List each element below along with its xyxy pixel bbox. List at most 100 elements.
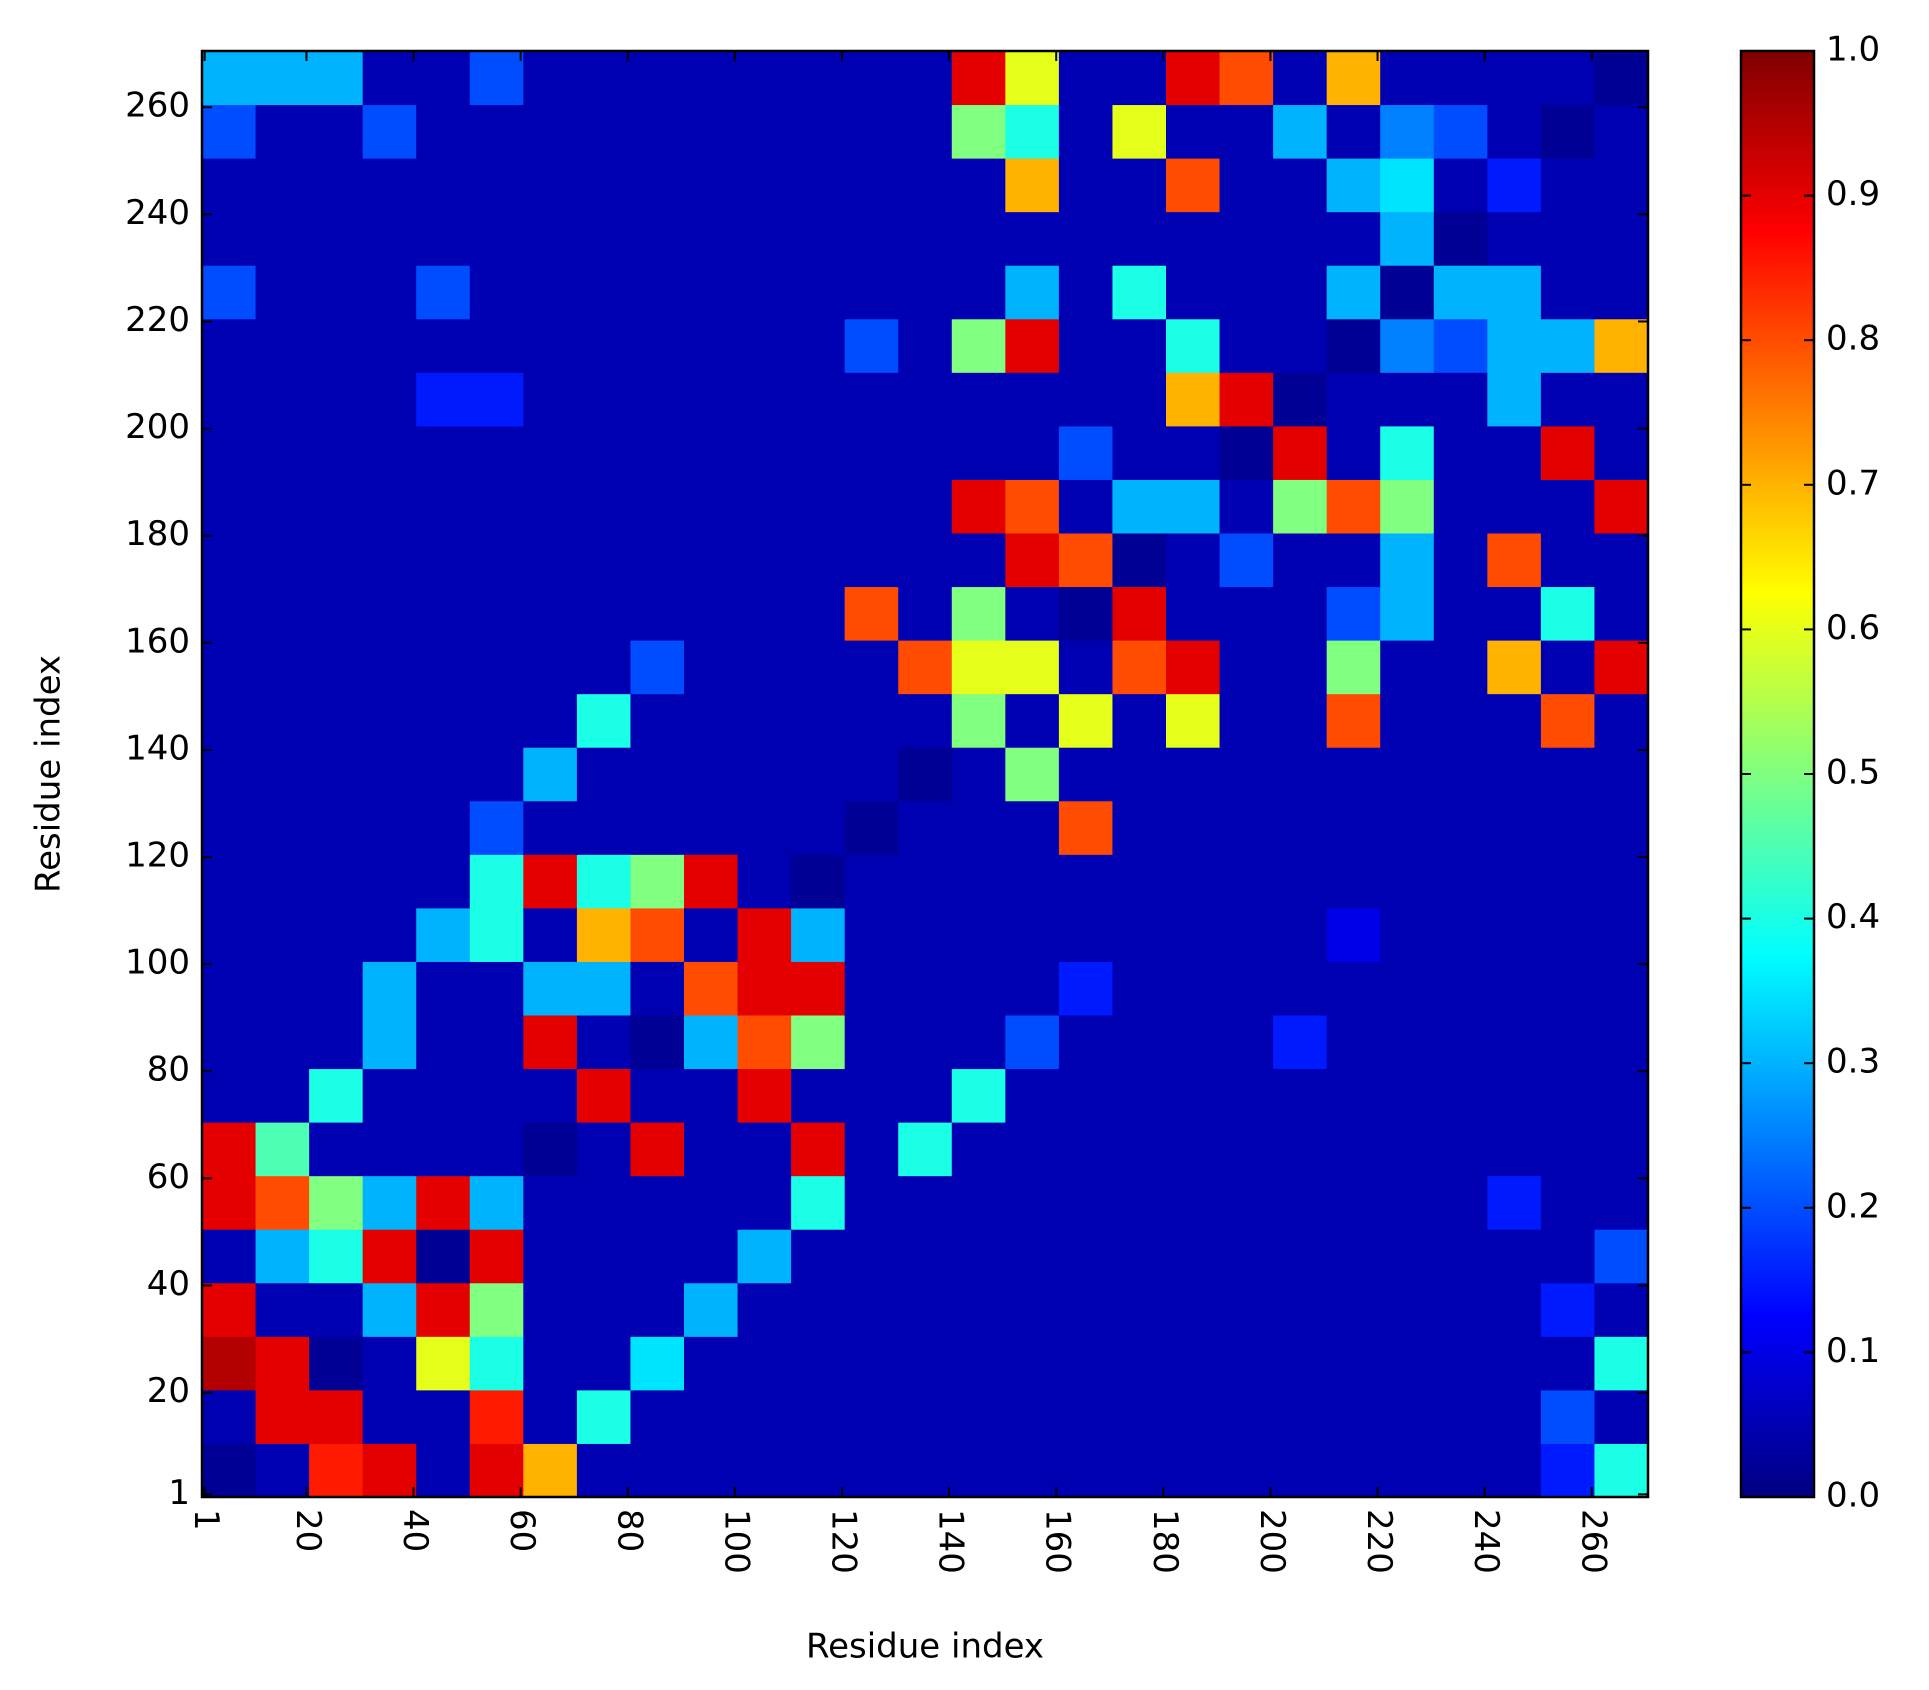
heatmap-cell [1487, 640, 1542, 695]
heatmap-cell [630, 158, 685, 213]
heatmap-cell [1112, 1175, 1167, 1230]
heatmap-cell [523, 640, 578, 695]
heatmap-cell [416, 586, 471, 641]
heatmap-cell [255, 907, 310, 962]
heatmap-cell [898, 586, 953, 641]
heatmap-cell [1487, 693, 1542, 748]
heatmap-cell [255, 1282, 310, 1337]
heatmap-cell [1380, 747, 1435, 802]
heatmap-cell [523, 1389, 578, 1444]
heatmap-cell [576, 747, 631, 802]
heatmap-cell [630, 1229, 685, 1284]
heatmap-cell [844, 586, 899, 641]
heatmap-cell [898, 1389, 953, 1444]
y-tick-label: 220 [125, 300, 190, 340]
heatmap-cell [1058, 318, 1113, 373]
heatmap-cell [898, 158, 953, 213]
heatmap-cell [576, 586, 631, 641]
heatmap-cell [898, 211, 953, 266]
heatmap-cell [1219, 51, 1274, 106]
heatmap-cell [1326, 51, 1381, 106]
heatmap-cell [309, 1229, 364, 1284]
x-tick-label: 120 [823, 1509, 863, 1574]
x-tick-label: 60 [502, 1509, 542, 1552]
heatmap-cell [1005, 640, 1060, 695]
heatmap-cell [684, 800, 739, 855]
heatmap-cells [202, 51, 1649, 1498]
heatmap-cell [737, 854, 792, 909]
heatmap-cell [1380, 693, 1435, 748]
heatmap-cell [1594, 1229, 1649, 1284]
heatmap-cell [255, 372, 310, 427]
heatmap-cell [630, 747, 685, 802]
heatmap-cell [576, 158, 631, 213]
heatmap-cell [630, 1282, 685, 1337]
heatmap-cell [1166, 1336, 1221, 1391]
heatmap-cell [523, 800, 578, 855]
colorbar-tick-label: 0.8 [1826, 319, 1880, 359]
heatmap-cell [684, 533, 739, 588]
heatmap-cell [737, 1122, 792, 1177]
heatmap-cell [684, 693, 739, 748]
heatmap-cell [951, 51, 1006, 106]
heatmap-cell [362, 1443, 417, 1498]
heatmap-cell [1540, 1068, 1595, 1123]
heatmap-cell [1112, 907, 1167, 962]
x-tick-label: 40 [395, 1509, 435, 1552]
heatmap-cell [362, 1282, 417, 1337]
y-tick-label: 180 [125, 514, 190, 554]
heatmap-cell [951, 1015, 1006, 1070]
heatmap-cell [844, 693, 899, 748]
heatmap-cell [1273, 1175, 1328, 1230]
heatmap-cell [309, 1443, 364, 1498]
heatmap-cell [1112, 1068, 1167, 1123]
heatmap-cell [416, 318, 471, 373]
heatmap-cell [737, 1229, 792, 1284]
heatmap-cell [951, 907, 1006, 962]
heatmap-cell [1058, 51, 1113, 106]
heatmap-cell [309, 747, 364, 802]
heatmap-cell [898, 1015, 953, 1070]
heatmap-cell [1219, 907, 1274, 962]
heatmap-cell [1273, 1389, 1328, 1444]
heatmap-cell [791, 533, 846, 588]
heatmap-cell [1380, 1336, 1435, 1391]
heatmap-cell [416, 265, 471, 320]
heatmap-cell [951, 479, 1006, 534]
heatmap-cell [898, 104, 953, 159]
heatmap-cell [255, 1389, 310, 1444]
heatmap-cell [630, 586, 685, 641]
heatmap-cell [255, 1068, 310, 1123]
heatmap-cell [737, 211, 792, 266]
heatmap-cell [1112, 425, 1167, 480]
heatmap-cell [1326, 854, 1381, 909]
heatmap-cell [309, 1336, 364, 1391]
heatmap-cell [1219, 800, 1274, 855]
heatmap-cell [1273, 1122, 1328, 1177]
heatmap-cell [1487, 800, 1542, 855]
heatmap-cell [684, 1229, 739, 1284]
heatmap-cell [1112, 104, 1167, 159]
heatmap-cell [523, 158, 578, 213]
heatmap-cell [844, 907, 899, 962]
heatmap-cell [523, 533, 578, 588]
heatmap-cell [202, 51, 257, 106]
heatmap-cell [362, 907, 417, 962]
heatmap-cell [309, 586, 364, 641]
heatmap-cell [309, 907, 364, 962]
heatmap-cell [1380, 104, 1435, 159]
heatmap-cell [737, 104, 792, 159]
heatmap-cell [362, 1068, 417, 1123]
heatmap-cell [523, 1229, 578, 1284]
heatmap-cell [1005, 51, 1060, 106]
heatmap-cell [1005, 425, 1060, 480]
heatmap-cell [1058, 1336, 1113, 1391]
heatmap-cell [469, 425, 524, 480]
heatmap-cell [469, 747, 524, 802]
heatmap-cell [1540, 961, 1595, 1016]
heatmap-cell [1487, 372, 1542, 427]
heatmap-cell [1005, 104, 1060, 159]
heatmap-cell [469, 372, 524, 427]
heatmap-cell [1380, 1122, 1435, 1177]
heatmap-cell [362, 1336, 417, 1391]
